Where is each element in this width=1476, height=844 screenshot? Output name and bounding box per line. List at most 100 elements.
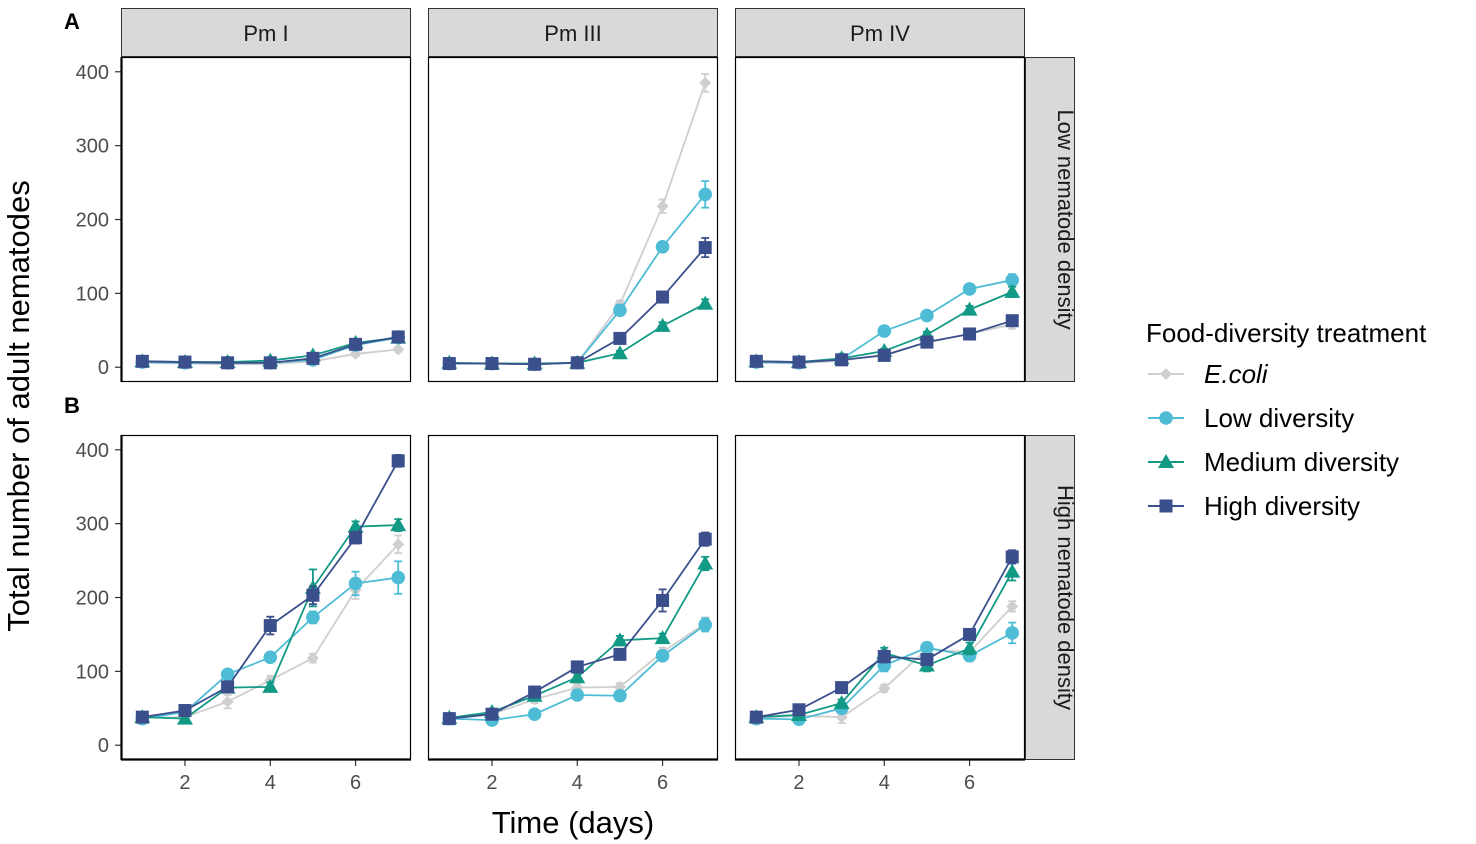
data-point [349, 337, 363, 351]
legend-title: Food-diversity treatment [1146, 318, 1427, 348]
series-high-diversity [442, 531, 712, 726]
data-point [263, 356, 277, 370]
y-tick-label: 200 [76, 210, 109, 232]
x-tick-label: 2 [179, 772, 190, 794]
data-point [349, 531, 363, 545]
data-point [920, 640, 934, 655]
y-tick-label: 100 [76, 661, 109, 683]
data-point [920, 335, 934, 349]
data-point [749, 354, 763, 368]
series-low-diversity [135, 560, 406, 726]
data-point [699, 76, 712, 89]
data-point [656, 593, 670, 607]
panel-r1-c2: 2 4 6 [734, 434, 1026, 794]
series-line [756, 571, 1013, 719]
x-tick-label: 6 [657, 772, 668, 794]
data-point [392, 343, 405, 356]
data-point [392, 538, 405, 551]
data-point [749, 710, 763, 724]
data-point [833, 695, 850, 710]
x-tick-label: 2 [486, 772, 497, 794]
legend-item-high-diversity: High diversity [1148, 491, 1360, 521]
data-point [1004, 283, 1021, 298]
data-point [306, 652, 319, 665]
data-point [878, 682, 891, 695]
x-tick-label: 4 [879, 772, 890, 794]
column-strip-label: Pm III [544, 21, 601, 46]
panels-layer: Pm I Pm III Pm IV Low nematode density High … [76, 8, 1078, 794]
panel-border [734, 56, 1026, 383]
data-point [654, 630, 671, 645]
legend-label: High diversity [1204, 491, 1360, 521]
y-tick-label: 300 [76, 514, 109, 536]
data-point [135, 710, 149, 724]
legend-label: E.coli [1204, 359, 1269, 389]
legend-item-medium-diversity: Medium diversity [1148, 447, 1399, 477]
data-point [655, 649, 670, 663]
data-point [792, 355, 806, 369]
data-point [962, 282, 977, 296]
y-tick-label: 200 [76, 588, 109, 610]
legend-key-marker [1159, 411, 1173, 425]
data-point [135, 354, 149, 368]
series-low-diversity [442, 180, 713, 372]
data-point [920, 653, 934, 667]
data-point [611, 345, 628, 360]
data-point [611, 632, 628, 647]
data-point [348, 576, 363, 591]
column-strip-pm-iii [428, 8, 718, 57]
data-point [390, 517, 407, 532]
x-tick-label: 6 [350, 772, 361, 794]
series-line [142, 576, 399, 720]
x-tick-label: 2 [793, 772, 804, 794]
data-point [961, 301, 978, 316]
series-line [449, 82, 707, 366]
data-point [1005, 626, 1020, 640]
x-tick-label: 6 [964, 772, 975, 794]
data-point [877, 650, 891, 664]
legend-item-e-coli: E.coli [1148, 359, 1269, 389]
data-point [391, 330, 405, 344]
row-strip-high-nematode-density [1025, 435, 1075, 760]
panel-r1-c1: 2 4 6 [427, 434, 719, 794]
data-point [442, 712, 456, 726]
panel-border [120, 56, 412, 383]
series-high-diversity [749, 314, 1019, 369]
column-strip-label: Pm IV [850, 21, 910, 46]
data-point [442, 357, 456, 371]
data-point [306, 610, 320, 625]
row-strip-label: Low nematode density [1053, 109, 1078, 329]
data-point [835, 353, 849, 367]
row-strip-low-nematode-density [1025, 57, 1075, 382]
data-point [178, 355, 192, 369]
data-point [1005, 273, 1020, 287]
legend-label: Medium diversity [1204, 447, 1399, 477]
data-point [221, 356, 235, 370]
y-axis-title: Total number of adult nematodes [1, 180, 36, 632]
x-axis-title: Time (days) [492, 805, 654, 840]
data-point [306, 351, 320, 365]
data-point [1006, 600, 1019, 613]
data-point [656, 200, 669, 213]
series-line [449, 246, 706, 366]
panel-r1-c0: 0 100 200 300 400 2 4 6 [76, 434, 412, 794]
data-point [263, 619, 277, 633]
data-point [221, 695, 234, 708]
data-point [176, 710, 193, 725]
series-line [449, 193, 706, 366]
y-tick-label: 0 [98, 357, 109, 379]
legend-label: Low diversity [1204, 403, 1354, 433]
series-high-diversity [135, 454, 405, 724]
panel-border [427, 434, 719, 761]
series-medium-diversity [748, 561, 1021, 724]
row-strip-label: High nematode density [1053, 485, 1078, 710]
series-high-diversity [749, 549, 1019, 724]
series-high-diversity [135, 330, 405, 370]
panel-r0-c2 [734, 56, 1026, 383]
data-point [570, 356, 584, 370]
x-tick-label: 4 [265, 772, 276, 794]
data-point [698, 241, 712, 255]
data-point [178, 704, 192, 718]
data-point [570, 688, 585, 702]
